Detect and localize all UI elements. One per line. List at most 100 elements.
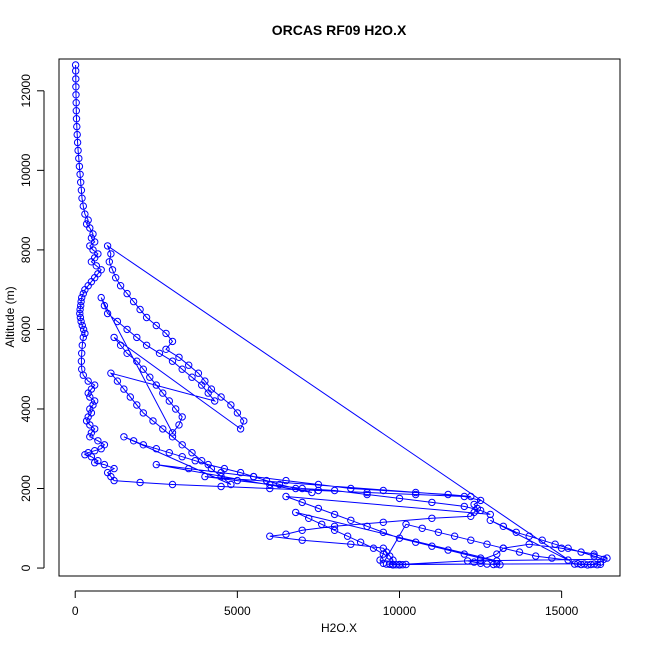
- data-point: [76, 313, 85, 322]
- data-point: [356, 538, 365, 546]
- data-point: [139, 409, 148, 417]
- data-point: [86, 433, 94, 441]
- data-point: [460, 550, 468, 558]
- data-point: [152, 321, 161, 330]
- data-point: [155, 349, 164, 357]
- data-point: [444, 546, 452, 554]
- data-point: [81, 210, 89, 218]
- data-point: [363, 490, 371, 499]
- data-point: [428, 498, 436, 507]
- data-point: [467, 536, 475, 544]
- data-point: [165, 397, 174, 405]
- x-tick-label: 15000: [545, 604, 579, 618]
- data-point: [136, 305, 144, 314]
- data-point: [162, 329, 170, 338]
- data-point: [363, 488, 371, 497]
- data-point: [78, 349, 86, 357]
- data-point: [217, 482, 225, 491]
- data-point: [551, 540, 559, 548]
- data-point: [94, 437, 102, 445]
- data-point: [72, 67, 80, 75]
- data-point: [75, 162, 84, 171]
- data-point: [444, 490, 452, 499]
- data-point: [133, 401, 141, 409]
- data-point: [168, 429, 177, 437]
- data-point: [133, 357, 141, 365]
- data-point: [89, 246, 97, 254]
- data-point: [402, 520, 410, 528]
- data-point: [178, 413, 186, 421]
- data-point: [129, 297, 138, 306]
- data-point: [86, 224, 94, 232]
- data-point: [77, 186, 86, 194]
- data-point: [72, 75, 80, 83]
- data-point: [596, 560, 605, 568]
- data-point: [107, 250, 115, 258]
- data-point: [87, 258, 96, 266]
- data-point: [564, 544, 572, 552]
- data-point: [175, 421, 183, 429]
- data-point: [78, 341, 87, 349]
- data-point: [369, 544, 378, 552]
- data-point: [113, 377, 122, 385]
- data-point: [188, 373, 196, 381]
- data-point: [347, 540, 355, 548]
- data-point: [402, 560, 410, 569]
- data-point: [236, 425, 245, 433]
- data-point: [77, 357, 86, 365]
- data-point: [100, 301, 109, 310]
- data-point: [78, 321, 87, 330]
- data-point: [476, 554, 485, 562]
- data-point: [298, 484, 306, 493]
- data-point: [92, 262, 101, 270]
- data-point: [139, 441, 148, 449]
- data-point: [493, 560, 501, 568]
- data-point: [76, 170, 84, 179]
- data-point: [116, 282, 125, 290]
- data-point: [467, 512, 475, 520]
- data-point: [418, 524, 426, 532]
- data-point: [499, 522, 507, 530]
- data-point: [72, 83, 80, 91]
- data-point: [347, 516, 355, 524]
- data-point: [77, 301, 85, 310]
- data-point: [227, 480, 235, 489]
- data-point: [593, 561, 601, 569]
- data-point: [123, 289, 131, 298]
- chart-title: ORCAS RF09 H2O.X: [272, 22, 407, 38]
- data-point: [343, 532, 352, 540]
- data-point: [233, 409, 242, 417]
- y-axis-label: Altitude (m): [3, 286, 17, 347]
- data-point: [590, 550, 598, 558]
- data-point: [100, 460, 109, 469]
- data-point: [211, 397, 219, 405]
- data-point: [72, 115, 81, 123]
- data-point: [168, 433, 177, 441]
- data-point: [434, 528, 443, 536]
- data-point: [103, 309, 112, 318]
- data-point: [136, 478, 144, 487]
- data-point: [379, 550, 387, 558]
- data-point: [538, 536, 546, 544]
- data-point: [152, 381, 161, 389]
- data-point: [395, 494, 404, 503]
- data-point: [172, 405, 180, 413]
- data-point: [87, 429, 96, 437]
- data-point: [428, 514, 436, 522]
- data-point: [139, 365, 148, 373]
- data-point: [78, 293, 86, 302]
- data-point: [185, 361, 193, 369]
- data-point: [91, 397, 99, 405]
- data-point: [570, 560, 579, 568]
- data-point: [412, 488, 420, 497]
- data-point: [198, 381, 206, 389]
- x-tick-label: 10000: [383, 604, 417, 618]
- data-point: [330, 522, 339, 530]
- data-point: [577, 548, 585, 556]
- x-tick-label: 0: [72, 604, 79, 618]
- data-point: [194, 369, 203, 377]
- data-point: [152, 445, 161, 453]
- data-point: [152, 460, 161, 469]
- data-point: [79, 202, 88, 210]
